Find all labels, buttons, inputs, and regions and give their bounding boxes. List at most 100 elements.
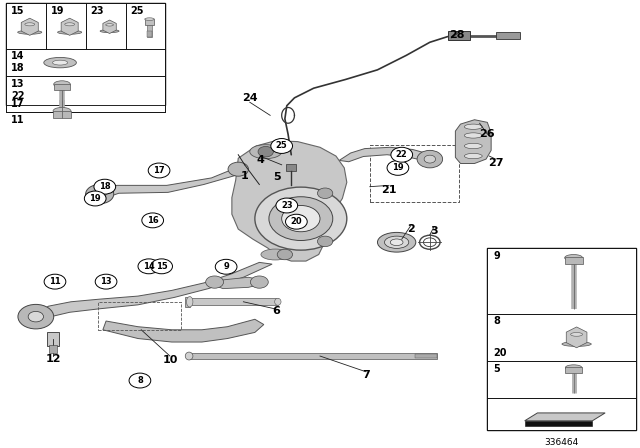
- Bar: [145, 19, 154, 25]
- Text: 24: 24: [242, 93, 257, 103]
- Bar: [147, 30, 152, 37]
- Text: 19: 19: [90, 194, 101, 203]
- Bar: [564, 257, 582, 264]
- Circle shape: [285, 214, 307, 229]
- Text: 12: 12: [45, 353, 61, 364]
- Polygon shape: [232, 141, 347, 261]
- Circle shape: [86, 185, 114, 204]
- Bar: [47, 332, 60, 345]
- Bar: [86, 3, 125, 49]
- Text: 15: 15: [11, 6, 24, 17]
- Text: 4: 4: [256, 155, 264, 164]
- Bar: [6, 3, 45, 49]
- Bar: [487, 248, 636, 314]
- Ellipse shape: [465, 143, 482, 149]
- Bar: [487, 314, 636, 361]
- Circle shape: [269, 197, 333, 241]
- Bar: [495, 32, 520, 39]
- Circle shape: [93, 190, 106, 198]
- Text: 7: 7: [362, 370, 370, 380]
- Circle shape: [228, 162, 248, 176]
- Text: 15: 15: [156, 262, 168, 271]
- Text: 16: 16: [147, 216, 159, 225]
- Ellipse shape: [145, 18, 154, 21]
- Ellipse shape: [58, 30, 82, 34]
- Text: 22: 22: [396, 150, 408, 159]
- Polygon shape: [61, 18, 78, 35]
- Circle shape: [94, 179, 116, 194]
- Bar: [565, 367, 582, 373]
- Circle shape: [138, 259, 160, 274]
- Ellipse shape: [378, 233, 416, 252]
- Ellipse shape: [465, 133, 482, 138]
- Circle shape: [317, 188, 333, 198]
- Text: 8: 8: [493, 316, 500, 326]
- Polygon shape: [525, 421, 593, 426]
- Text: 19: 19: [392, 164, 404, 172]
- Text: 17: 17: [153, 166, 165, 175]
- Ellipse shape: [106, 24, 113, 26]
- Ellipse shape: [571, 332, 582, 336]
- Circle shape: [215, 259, 237, 274]
- Circle shape: [317, 236, 333, 247]
- Circle shape: [277, 249, 292, 260]
- Bar: [487, 248, 636, 431]
- Text: 6: 6: [273, 306, 280, 316]
- Text: 11: 11: [11, 115, 24, 125]
- Bar: [184, 297, 189, 307]
- Bar: [54, 84, 70, 90]
- Ellipse shape: [564, 254, 582, 261]
- Polygon shape: [103, 20, 116, 34]
- Bar: [448, 31, 470, 40]
- Bar: [49, 345, 57, 353]
- Text: 22: 22: [11, 91, 24, 101]
- Circle shape: [250, 276, 268, 288]
- Text: 14: 14: [143, 262, 155, 271]
- Bar: [45, 3, 86, 49]
- Text: 18: 18: [11, 63, 24, 73]
- Circle shape: [148, 163, 170, 178]
- Bar: [6, 105, 166, 112]
- Bar: [189, 353, 437, 359]
- Text: 26: 26: [479, 129, 495, 139]
- Text: 1: 1: [241, 171, 248, 181]
- Text: 13: 13: [11, 79, 24, 89]
- Bar: [53, 111, 71, 117]
- Ellipse shape: [385, 236, 409, 248]
- Circle shape: [44, 274, 66, 289]
- Polygon shape: [566, 327, 587, 348]
- Ellipse shape: [465, 124, 482, 129]
- Text: 25: 25: [276, 142, 287, 151]
- Text: 8: 8: [137, 376, 143, 385]
- Text: 19: 19: [51, 6, 65, 17]
- Ellipse shape: [465, 153, 482, 159]
- Circle shape: [18, 304, 54, 329]
- Circle shape: [282, 206, 320, 232]
- Text: 5: 5: [273, 172, 280, 181]
- Bar: [487, 397, 636, 431]
- Ellipse shape: [52, 60, 68, 65]
- Text: 20: 20: [291, 217, 302, 226]
- Ellipse shape: [250, 145, 282, 159]
- Text: 2: 2: [408, 224, 415, 234]
- Bar: [6, 3, 166, 105]
- Circle shape: [424, 155, 436, 163]
- Polygon shape: [28, 263, 272, 325]
- Text: 10: 10: [162, 354, 178, 365]
- Polygon shape: [339, 147, 432, 162]
- Polygon shape: [95, 167, 246, 198]
- Circle shape: [276, 198, 298, 213]
- Ellipse shape: [53, 108, 71, 114]
- Text: 14: 14: [11, 52, 24, 61]
- Text: 5: 5: [493, 364, 500, 374]
- Text: 23: 23: [281, 201, 292, 210]
- Ellipse shape: [65, 23, 75, 26]
- Bar: [6, 77, 166, 112]
- Circle shape: [151, 259, 173, 274]
- Ellipse shape: [565, 365, 582, 370]
- Text: 21: 21: [381, 185, 397, 195]
- Circle shape: [255, 187, 347, 250]
- Bar: [487, 361, 636, 397]
- Text: 27: 27: [488, 159, 504, 168]
- Text: 25: 25: [131, 6, 144, 17]
